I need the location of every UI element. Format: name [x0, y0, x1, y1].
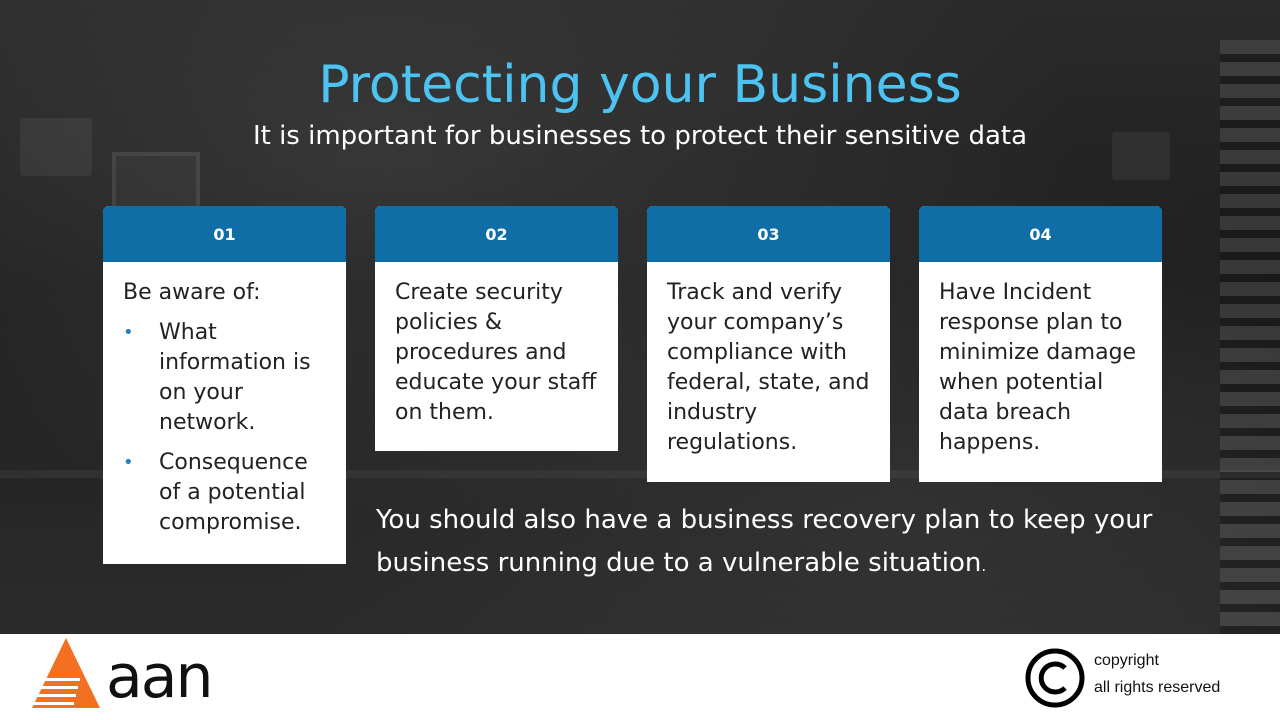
card-body: Track and verify your company’s complian… — [647, 262, 890, 458]
card-text: Track and verify your company’s complian… — [667, 280, 870, 455]
card-intro: Be aware of: — [123, 280, 261, 305]
card-number: 01 — [103, 206, 346, 262]
copyright-label: copyright — [1094, 652, 1159, 669]
bullet-item: • What information is on your network. — [123, 318, 332, 438]
window-blinds-decor — [1220, 40, 1280, 634]
card-body: Create security policies & procedures an… — [375, 262, 618, 428]
slide-title: Protecting your Business — [318, 55, 962, 115]
card-compliance: 03 Track and verify your company’s compl… — [647, 206, 890, 482]
card-awareness: 01 Be aware of: • What information is on… — [103, 206, 346, 564]
card-bullet-list: • What information is on your network. •… — [123, 318, 332, 538]
card-number: 03 — [647, 206, 890, 262]
bullet-dot-icon: • — [123, 322, 134, 343]
bullet-text: Consequence of a potential compromise. — [159, 450, 308, 535]
card-incident-response: 04 Have Incident response plan to minimi… — [919, 206, 1162, 482]
logo-text: aan — [106, 642, 214, 712]
aan-logo: aan — [30, 636, 214, 716]
background-ac-unit-left — [20, 118, 92, 176]
card-text: Have Incident response plan to minimize … — [939, 280, 1137, 455]
bullet-text: What information is on your network. — [159, 320, 311, 435]
card-policies: 02 Create security policies & procedures… — [375, 206, 618, 451]
slide-subtitle: It is important for businesses to protec… — [252, 121, 1028, 151]
background-desk-edge — [0, 470, 1280, 478]
card-body: Have Incident response plan to minimize … — [919, 262, 1162, 458]
card-number: 02 — [375, 206, 618, 262]
copyright-icon — [1025, 648, 1085, 708]
aan-triangle-logo-icon — [30, 638, 100, 708]
bullet-dot-icon: • — [123, 452, 134, 473]
recovery-period: . — [981, 557, 987, 575]
recovery-plan-note: You should also have a business recovery… — [376, 499, 1196, 588]
card-body: Be aware of: • What information is on yo… — [103, 262, 346, 538]
footer-bar: aan copyright all rights reserved — [0, 634, 1280, 720]
bullet-item: • Consequence of a potential compromise. — [123, 448, 332, 538]
background-ac-unit-right — [1112, 132, 1170, 180]
recovery-text: You should also have a business recovery… — [376, 505, 1153, 578]
card-number: 04 — [919, 206, 1162, 262]
slide-background: Protecting your Business It is important… — [0, 0, 1280, 634]
card-text: Create security policies & procedures an… — [395, 280, 597, 425]
rights-reserved-label: all rights reserved — [1094, 679, 1221, 696]
